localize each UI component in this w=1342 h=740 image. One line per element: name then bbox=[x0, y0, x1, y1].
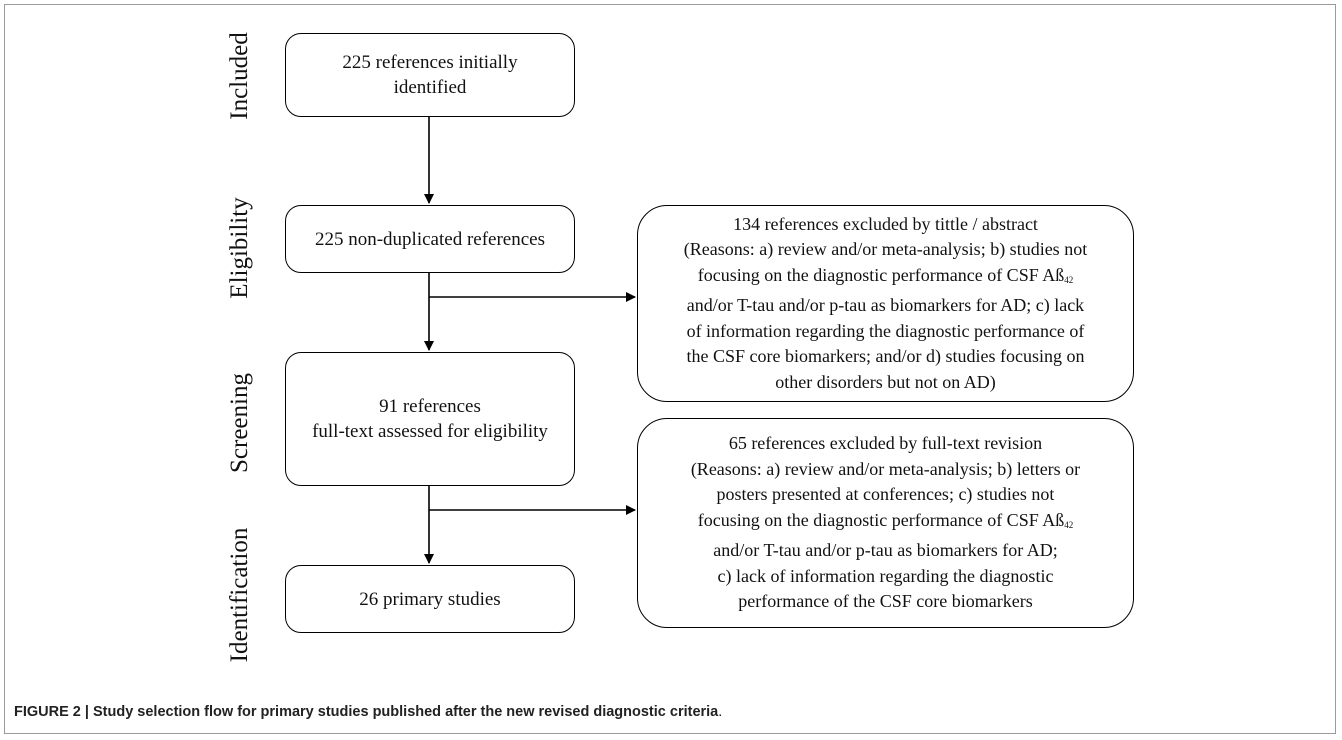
exclusion1-line1: 134 references excluded by tittle / abst… bbox=[733, 213, 1038, 234]
exclusion1-line3: focusing on the diagnostic performance o… bbox=[646, 263, 1125, 294]
figure-caption-bold: FIGURE 2 | Study selection flow for prim… bbox=[14, 704, 719, 720]
exclusion2-line4-subscript: 42 bbox=[1064, 519, 1074, 530]
box-fulltext-assessed: 91 references full-text assessed for eli… bbox=[285, 352, 575, 486]
figure-caption-tail: . bbox=[718, 704, 723, 720]
box-initial-line1: 225 references initially bbox=[342, 52, 518, 73]
exclusion1-line4: and/or T-tau and/or p-tau as biomarkers … bbox=[686, 295, 1085, 316]
exclusion2-line2: (Reasons: a) review and/or meta-analysis… bbox=[690, 458, 1081, 479]
exclusion2-line4-text: focusing on the diagnostic performance o… bbox=[697, 509, 1065, 530]
stage-label-identification: Identification bbox=[226, 527, 253, 663]
box-nonduplicated-line1: 225 non-duplicated references bbox=[314, 228, 545, 250]
exclusion1-line3-text: focusing on the diagnostic performance o… bbox=[697, 264, 1065, 285]
exclusion2-line4: focusing on the diagnostic performance o… bbox=[646, 508, 1125, 539]
box-exclusion-title-abstract: 134 references excluded by tittle / abst… bbox=[637, 205, 1134, 402]
figure-caption: FIGURE 2 | Study selection flow for prim… bbox=[14, 704, 722, 720]
exclusion2-line7: performance of the CSF core biomarkers bbox=[738, 591, 1033, 612]
figure-frame bbox=[4, 4, 1336, 734]
exclusion1-line2: (Reasons: a) review and/or meta-analysis… bbox=[683, 239, 1088, 260]
box-initial-references: 225 references initially identified bbox=[285, 33, 575, 117]
exclusion1-line7: other disorders but not on AD) bbox=[775, 371, 996, 392]
exclusion2-line5: and/or T-tau and/or p-tau as biomarkers … bbox=[713, 540, 1058, 561]
box-fulltext-line2: full-text assessed for eligibility bbox=[312, 421, 548, 442]
exclusion2-line3: posters presented at conferences; c) stu… bbox=[716, 484, 1055, 505]
box-exclusion-fulltext-revision: 65 references excluded by full-text revi… bbox=[637, 418, 1134, 628]
exclusion2-line6: c) lack of information regarding the dia… bbox=[717, 565, 1054, 586]
box-initial-line2: identified bbox=[393, 77, 467, 98]
box-primary-line1: 26 primary studies bbox=[359, 588, 501, 610]
exclusion2-line1: 65 references excluded by full-text revi… bbox=[728, 433, 1043, 454]
exclusion1-line5: of information regarding the diagnostic … bbox=[686, 320, 1085, 341]
box-nonduplicated-references: 225 non-duplicated references bbox=[285, 205, 575, 273]
exclusion1-line3-subscript: 42 bbox=[1064, 274, 1074, 285]
box-fulltext-line1: 91 references bbox=[379, 396, 481, 417]
box-primary-studies: 26 primary studies bbox=[285, 565, 575, 633]
exclusion1-line6: the CSF core biomarkers; and/or d) studi… bbox=[686, 346, 1085, 367]
